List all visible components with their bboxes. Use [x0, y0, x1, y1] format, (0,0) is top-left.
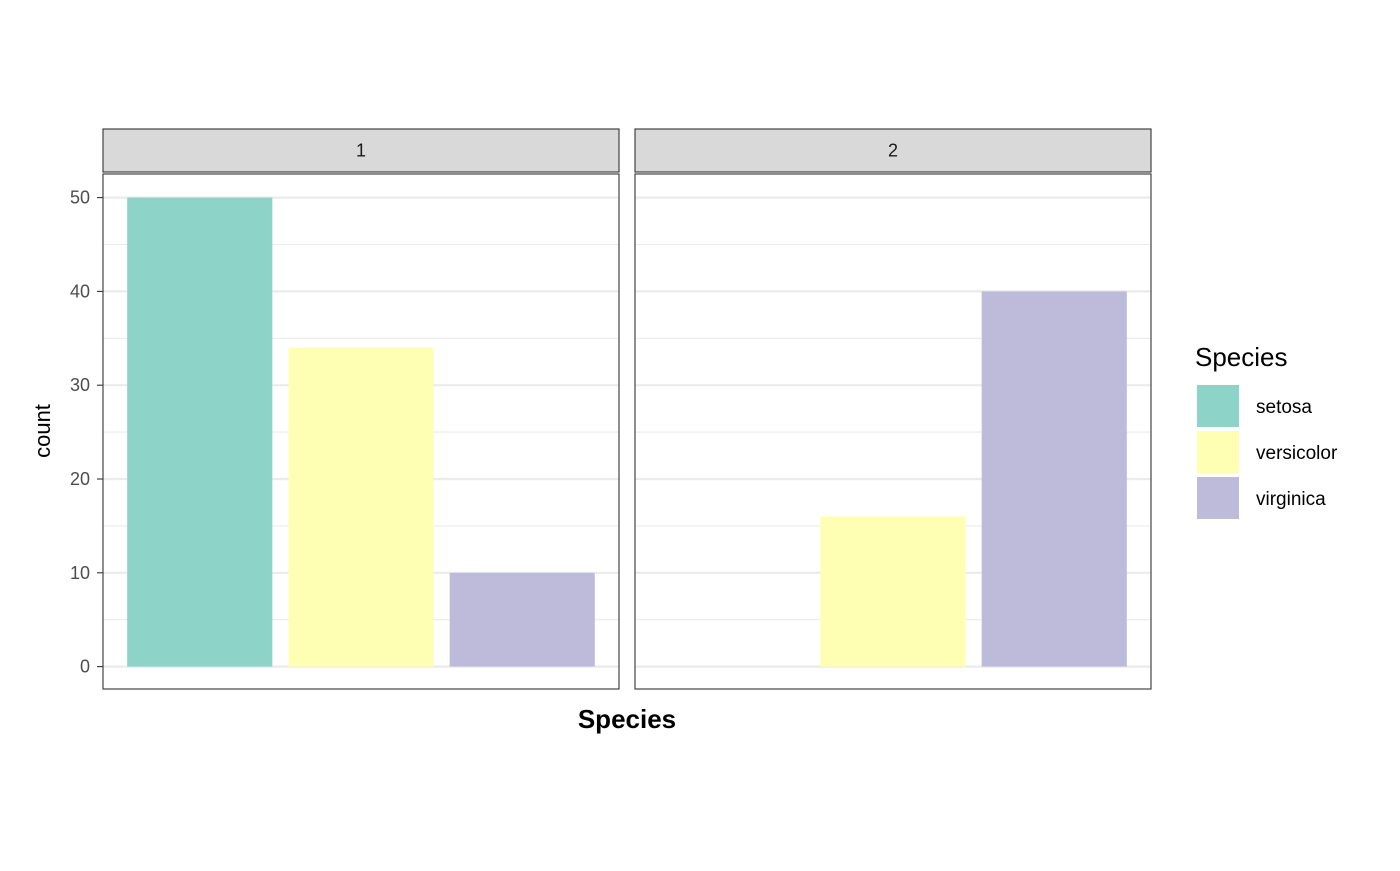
legend-label-setosa: setosa — [1256, 397, 1312, 418]
facet-panel-2: 2 — [634, 128, 1152, 690]
y-tick-label: 10 — [70, 563, 90, 583]
panel-border — [634, 173, 1152, 690]
legend-label-virginica: virginica — [1256, 489, 1326, 510]
y-tick-label: 30 — [70, 375, 90, 395]
facet-strip-label: 1 — [356, 141, 366, 161]
facet-strip — [634, 128, 1152, 173]
y-tick-label: 50 — [70, 188, 90, 208]
facet-strip — [102, 128, 620, 173]
legend-title: Species — [1195, 342, 1288, 372]
bar-versicolor-facet-1 — [288, 347, 434, 667]
bar-versicolor-facet-2 — [820, 516, 966, 667]
y-axis-title: count — [30, 404, 55, 458]
y-tick-label: 20 — [70, 469, 90, 489]
legend-key-setosa — [1197, 385, 1239, 427]
legend-label-versicolor: versicolor — [1256, 443, 1338, 464]
bar-virginica-facet-2 — [981, 291, 1127, 667]
x-axis-title: Species — [578, 704, 676, 734]
legend-key-versicolor — [1197, 431, 1239, 473]
legend-key-virginica — [1197, 477, 1239, 519]
y-tick-label: 0 — [80, 657, 90, 677]
y-axis: 0 10 20 30 40 50 — [70, 188, 103, 677]
y-tick-label: 40 — [70, 281, 90, 301]
legend: Species setosa versicolor virginica — [1195, 342, 1338, 519]
facet-panel-1: 1 — [102, 128, 620, 690]
panel-border — [102, 173, 620, 690]
facet-strip-label: 2 — [888, 141, 898, 161]
bar-virginica-facet-1 — [449, 572, 595, 667]
bar-setosa-facet-1 — [127, 197, 273, 667]
